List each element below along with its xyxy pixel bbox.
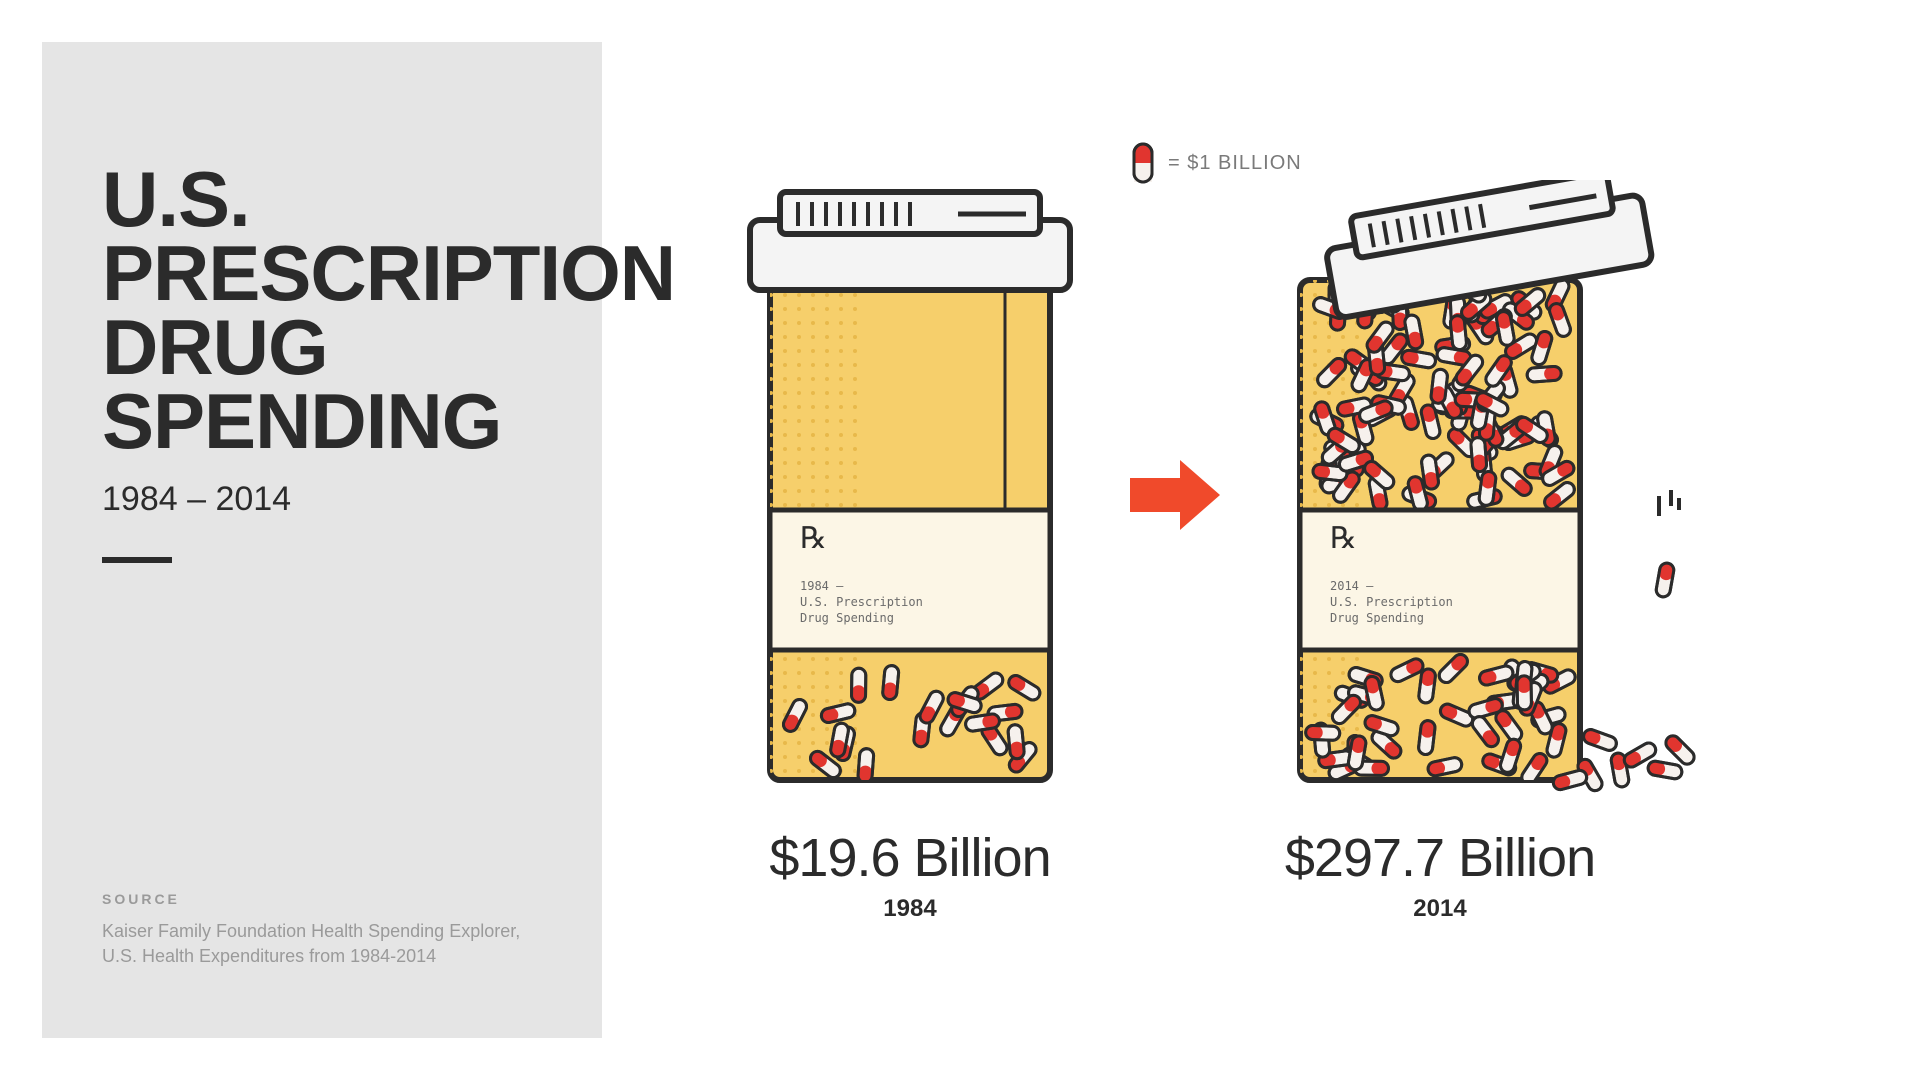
source-label: SOURCE [102,891,542,907]
year-2014: 2014 [1270,895,1610,923]
svg-text:1984 –: 1984 – [800,579,844,593]
figure-area: = $1 BILLION [700,140,1880,940]
value-label-2014: $297.7 Billion 2014 [1270,827,1610,923]
title-line: SPENDING [102,384,542,458]
svg-text:℞: ℞ [1330,522,1357,555]
infographic-canvas: U.S. PRESCRIPTION DRUG SPENDING 1984 – 2… [0,0,1920,1080]
bottle-svg: ℞ 2014 – U.S. Prescription Drug Spending [1270,180,1700,800]
title-line: DRUG [102,310,542,384]
svg-text:U.S. Prescription: U.S. Prescription [800,595,923,609]
title-line: PRESCRIPTION [102,236,542,310]
svg-text:U.S. Prescription: U.S. Prescription [1330,595,1453,609]
amount-2014: $297.7 Billion [1270,827,1610,889]
svg-text:Drug Spending: Drug Spending [800,611,894,625]
svg-text:Drug Spending: Drug Spending [1330,611,1424,625]
title-subtitle: 1984 – 2014 [102,480,542,519]
sidebar-panel: U.S. PRESCRIPTION DRUG SPENDING 1984 – 2… [42,42,602,1038]
pill-icon [1130,140,1156,186]
arrow-icon [1130,460,1220,530]
bottle-2014: ℞ 2014 – U.S. Prescription Drug Spending [1270,180,1700,923]
svg-text:℞: ℞ [800,522,827,555]
legend-text: = $1 BILLION [1168,152,1302,175]
value-label-1984: $19.6 Billion 1984 [740,827,1080,923]
source-block: SOURCE Kaiser Family Foundation Health S… [102,891,542,968]
title-rule [102,557,172,563]
svg-text:2014 –: 2014 – [1330,579,1374,593]
bottle-svg: ℞ 1984 – U.S. Prescription Drug Spending [740,180,1080,800]
page-title: U.S. PRESCRIPTION DRUG SPENDING [102,162,542,458]
title-line: U.S. [102,162,542,236]
source-text: Kaiser Family Foundation Health Spending… [102,919,542,968]
amount-1984: $19.6 Billion [740,827,1080,889]
bottle-1984: ℞ 1984 – U.S. Prescription Drug Spending… [740,180,1080,923]
year-1984: 1984 [740,895,1080,923]
